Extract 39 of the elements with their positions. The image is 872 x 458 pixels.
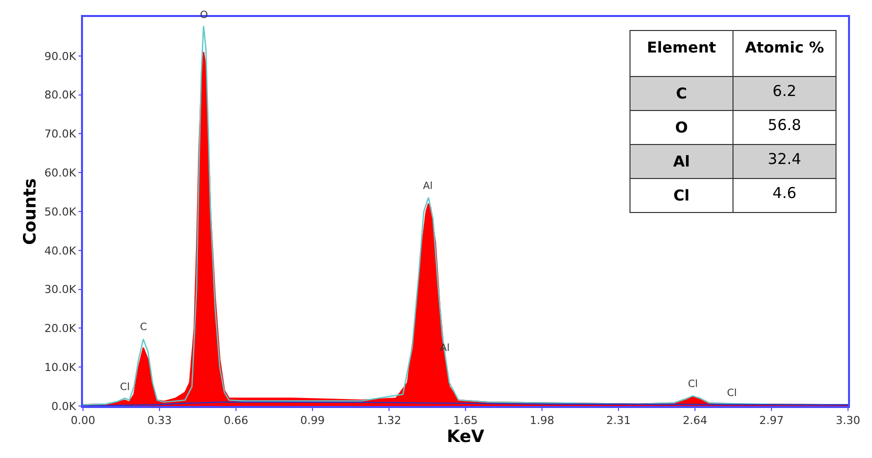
- y-tick-label: 70.0K: [44, 128, 77, 141]
- text: Element: [646, 38, 716, 57]
- y-tick-label: 90.0K: [44, 50, 77, 63]
- x-tick-label: 0.00: [70, 414, 96, 427]
- y-tick-label: 40.0K: [44, 244, 77, 258]
- annotation: Al: [423, 181, 433, 192]
- annotation: Cl: [688, 379, 698, 390]
- text: Atomic %: [744, 38, 824, 57]
- y-tick-label: 80.0K: [44, 88, 77, 102]
- category-label: Al: [673, 152, 690, 171]
- x-tick-label: 2.64: [682, 414, 708, 427]
- x-tick-label: 0.66: [224, 414, 248, 427]
- y-tick-label: 20.0K: [44, 322, 77, 336]
- x-tick-label: 0.33: [147, 414, 172, 427]
- y-tick-label: 10.0K: [44, 360, 77, 374]
- x-tick-label: 0.99: [300, 414, 325, 427]
- data-label: 6.2: [772, 82, 796, 100]
- data-label: 4.6: [772, 184, 796, 202]
- data-label: 32.4: [768, 150, 802, 168]
- x-tick-label: 3.30: [836, 414, 860, 427]
- y-tick-label: 60.0K: [44, 166, 77, 180]
- y-tick-label: 30.0K: [44, 283, 77, 296]
- x-tick-label: 2.31: [606, 414, 631, 427]
- x-tick-label: 2.97: [759, 414, 784, 427]
- y-tick-label: 0.0K: [51, 400, 77, 413]
- x-tick-label: 1.98: [530, 414, 554, 427]
- x-tick-label: 1.32: [376, 414, 402, 427]
- category-label: Cl: [673, 186, 690, 205]
- x-axis-title: KeV: [446, 426, 486, 447]
- y-tick-label: 50.0K: [44, 205, 77, 218]
- annotation: Cl: [120, 382, 130, 393]
- annotation: C: [140, 322, 147, 333]
- x-tick-label: 1.65: [453, 414, 478, 427]
- category-label: O: [675, 118, 688, 137]
- annotation: Al: [440, 343, 450, 354]
- y-axis-title: Counts: [20, 178, 40, 245]
- data-label: 56.8: [768, 116, 802, 134]
- annotation: Cl: [727, 388, 737, 399]
- category-label: C: [676, 84, 687, 103]
